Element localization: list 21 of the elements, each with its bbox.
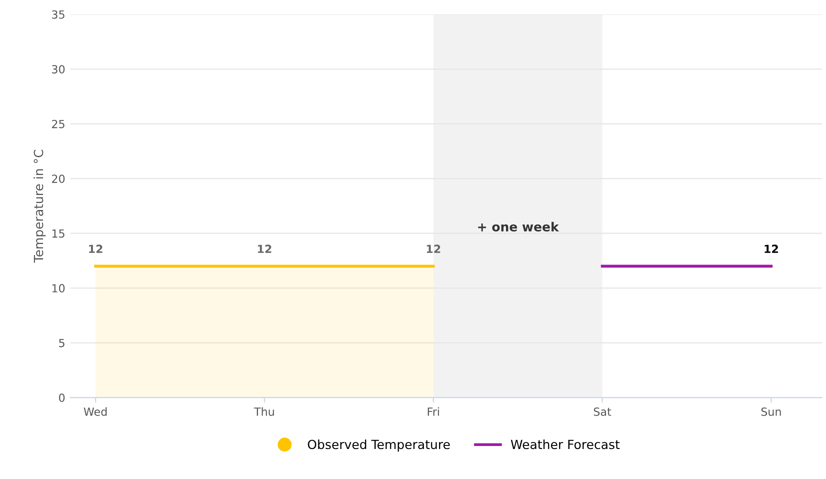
- data-label: 12: [426, 244, 440, 253]
- y-tick-label: 0: [59, 394, 65, 402]
- y-tick-label: 35: [52, 10, 64, 19]
- y-tick-label: 30: [52, 65, 65, 74]
- y-tick-label: 10: [52, 284, 65, 292]
- x-tick-label: Wed: [84, 407, 107, 416]
- x-tick-label: Fri: [428, 407, 439, 416]
- band-label: + one week: [478, 222, 560, 232]
- y-axis-title: Temperature in °C: [34, 150, 46, 263]
- y-tick-label: 15: [52, 229, 64, 238]
- data-label: 12: [764, 244, 778, 253]
- y-tick-label: 20: [52, 174, 65, 183]
- y-tick-label: 25: [52, 120, 64, 128]
- y-tick-label: 5: [59, 338, 64, 348]
- x-tick-label: Sun: [761, 407, 781, 416]
- data-label: 12: [89, 244, 102, 253]
- x-tick-label: Thu: [254, 407, 274, 416]
- legend-label: Weather Forecast: [510, 439, 620, 450]
- data-label: 12: [258, 244, 272, 253]
- legend-label: Observed Temperature: [308, 439, 450, 452]
- x-tick-label: Sat: [594, 407, 612, 416]
